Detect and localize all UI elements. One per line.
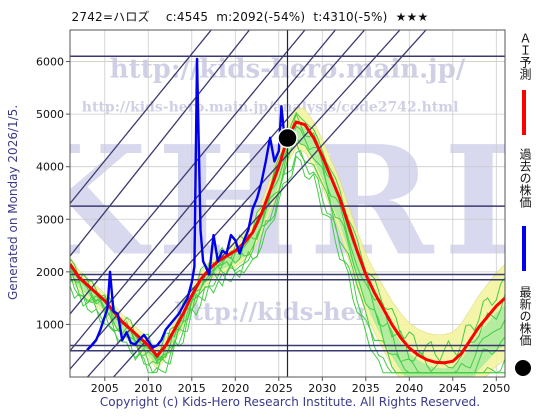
x-tick-label: 2040 <box>395 382 423 395</box>
y-tick-label: 4000 <box>36 161 64 174</box>
min-price-stat: m:2092(-54%) <box>216 10 306 24</box>
legend-swatch-red-line <box>522 90 526 135</box>
y-tick-label: 5000 <box>36 108 64 121</box>
generated-date-label: Generated on Monday 2026/1/5. <box>6 104 20 301</box>
trend-line-diagonal <box>113 30 427 377</box>
legend-label-ai-forecast: ＡＩ予測 <box>518 32 532 80</box>
legend-label-past-price: 過去の株価 <box>518 148 532 208</box>
latest-price-point <box>277 127 298 149</box>
x-tick-label: 2010 <box>134 382 162 395</box>
legend-swatch-black-dot-icon <box>515 360 531 376</box>
legend-label-latest-price: 最新の株価 <box>518 286 532 346</box>
x-tick-label: 2020 <box>221 382 249 395</box>
y-tick-label: 2000 <box>36 266 64 279</box>
trend-line-diagonal <box>70 30 251 257</box>
watermark-url-lower: http://kids-hero <box>174 297 384 326</box>
plot-area: KHRIhttp://kids-hero.main.jp/http://kids… <box>70 30 505 377</box>
current-price-stat: c:4545 <box>165 10 209 24</box>
trend-line-diagonal <box>70 30 337 352</box>
legend: ＡＩ予測 過去の株価 最新の株価 <box>510 30 554 380</box>
copyright-notice: Copyright (c) Kids-Hero Research Institu… <box>99 395 481 409</box>
x-tick-label: 2015 <box>178 382 206 395</box>
watermark-url-page: http://kids-hero.main.jp/analysis/code27… <box>82 99 459 115</box>
x-tick-label: 2045 <box>439 382 467 395</box>
x-tick-label: 2035 <box>352 382 380 395</box>
trend-line-diagonal <box>70 30 366 370</box>
y-tick-label: 6000 <box>36 56 64 69</box>
trend-line-diagonal <box>86 30 401 377</box>
series-past-price-line <box>86 57 289 351</box>
y-tick-label: 1000 <box>36 318 64 331</box>
rating-stars: ★★★ <box>395 10 429 24</box>
plot-frame <box>69 29 506 378</box>
x-tick-label: 2005 <box>91 382 119 395</box>
legend-swatch-blue-line <box>522 226 526 271</box>
target-price-stat: t:4310(-5%) <box>313 10 388 24</box>
trend-line-diagonal <box>70 30 306 315</box>
trend-line-diagonal <box>70 30 213 204</box>
chart-header: 2742=ハロズ c:4545 m:2092(-54%) t:4310(-5%)… <box>0 8 500 25</box>
x-tick-label: 2025 <box>265 382 293 395</box>
y-tick-label: 3000 <box>36 213 64 226</box>
x-tick-label: 2030 <box>308 382 336 395</box>
stock-code-name: 2742=ハロズ <box>71 10 150 24</box>
x-tick-label: 2050 <box>482 382 510 395</box>
